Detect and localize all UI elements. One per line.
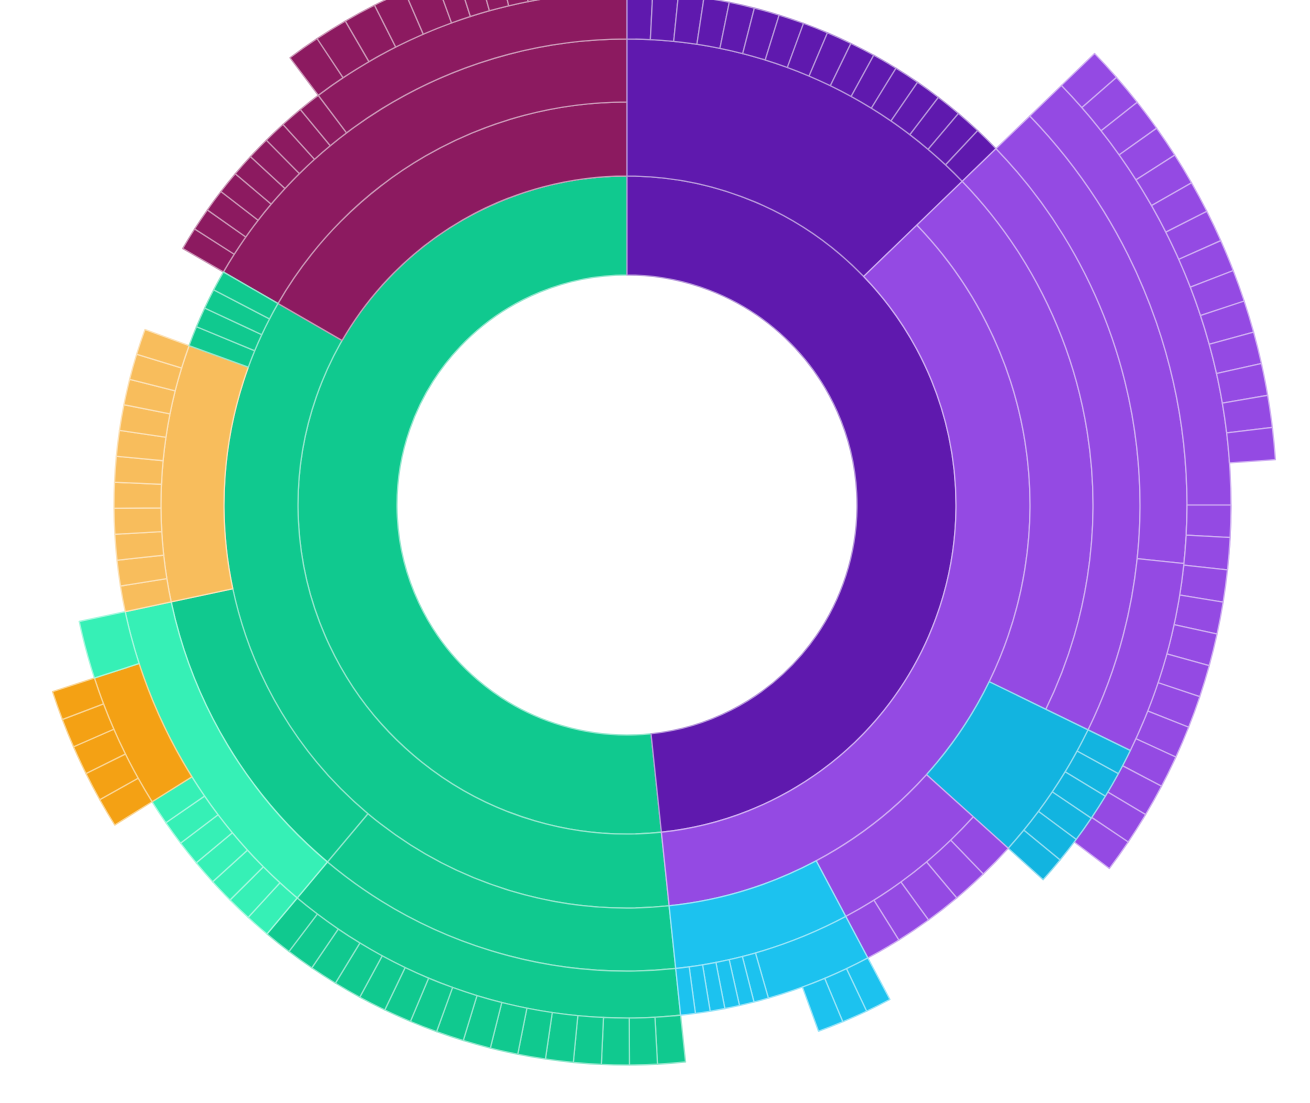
green-leaf-5[interactable] <box>628 1016 659 1066</box>
purple-dark-leaf-80[interactable] <box>626 0 654 41</box>
green-leaf-4[interactable] <box>654 1014 687 1065</box>
purple-leaf-116[interactable] <box>1183 534 1231 571</box>
orange-light-leaf-40[interactable] <box>113 507 163 535</box>
green-leaf-77[interactable] <box>213 271 279 320</box>
cyan-leaf-145[interactable] <box>801 977 844 1032</box>
green-leaf-6[interactable] <box>600 1016 631 1066</box>
purple-leaf-114[interactable] <box>1226 426 1277 464</box>
sunburst-segments <box>51 0 1277 1066</box>
orange-light-leaf-39[interactable] <box>114 530 165 561</box>
cyan-leaf-151[interactable] <box>675 966 697 1016</box>
maroon-leaf-69[interactable] <box>519 0 548 3</box>
orange-light-leaf-41[interactable] <box>113 481 163 509</box>
green-leaf-7[interactable] <box>572 1014 605 1066</box>
purple-leaf-115[interactable] <box>1185 504 1232 539</box>
